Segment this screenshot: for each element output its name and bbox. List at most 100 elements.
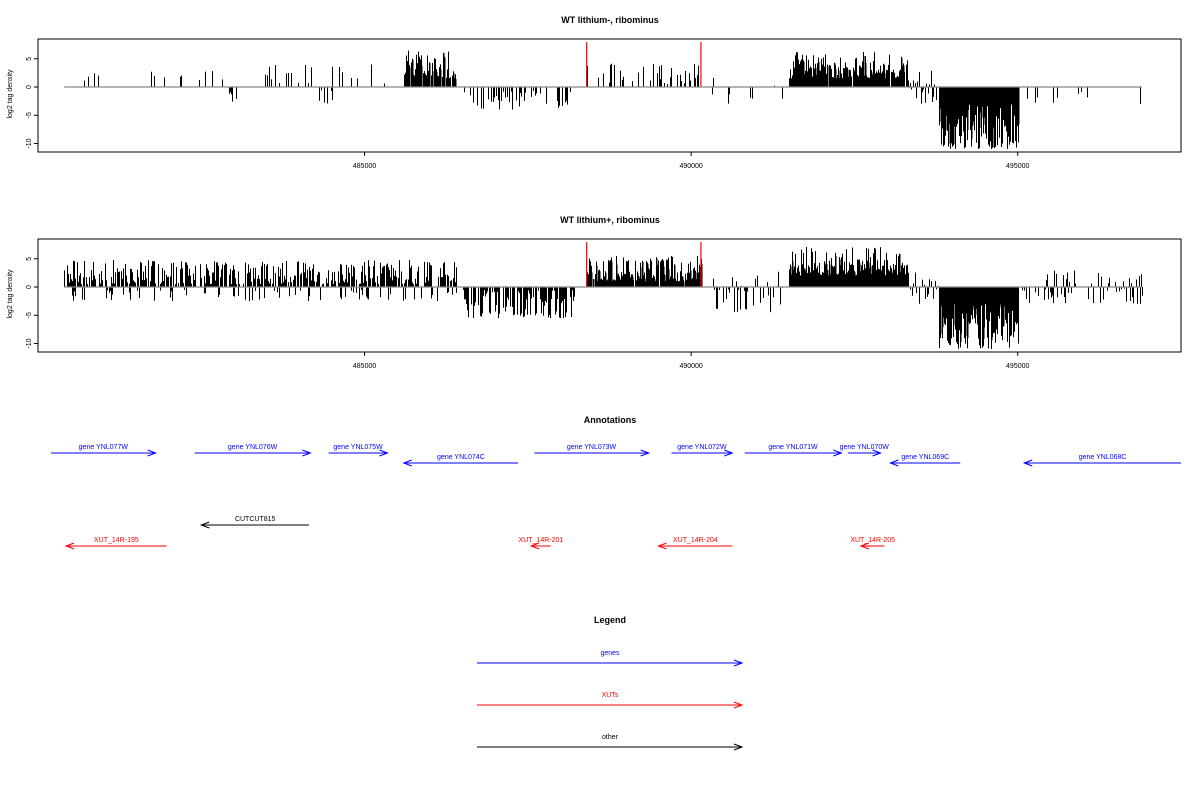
feature-label: gene YNL074C	[437, 454, 485, 461]
panel-2-xtick-1: 485000	[353, 352, 376, 370]
feature-label: XUT_14R-201	[519, 537, 564, 544]
density-panel-2: WT lithium+, ribominus log2 tag density …	[7, 215, 1182, 370]
feature-label: CUTCUT815	[235, 516, 276, 523]
feature-arrow	[671, 449, 734, 457]
panel-2-frame	[37, 238, 1182, 353]
density-panel-1: WT lithium-, ribominus log2 tag density …	[7, 15, 1182, 170]
feature-label: XUT_14R-195	[94, 537, 139, 544]
panel-2-xtick-label-2: 490000	[679, 363, 702, 370]
panel-1-axes: 5 0 -5 -10 485000 490000 495000	[26, 57, 1142, 170]
panel-1-xtick-label-1: 485000	[353, 163, 376, 170]
feature-15: XUT_14R-205	[850, 537, 895, 550]
panel-1-ytick-1: 5	[26, 57, 38, 61]
panel-2-xtick-label-1: 485000	[353, 363, 376, 370]
panel-2-ytick-label-2: 0	[26, 285, 33, 289]
feature-14: XUT_14R-204	[657, 537, 733, 550]
feature-label: XUT_14R-205	[850, 537, 895, 544]
panel-1-title: WT lithium-, ribominus	[561, 15, 659, 25]
feature-label: gene YNL068C	[1079, 454, 1127, 461]
feature-arrow	[194, 449, 312, 457]
panel-1-ytick-label-3: -5	[26, 112, 33, 118]
feature-label: gene YNL075W	[333, 444, 383, 451]
annotation-features: gene YNL077W gene YNL076W gene YNL075W gene…	[51, 444, 1181, 550]
panel-1-ytick-3: -5	[26, 112, 38, 118]
feature-arrow	[199, 521, 310, 529]
feature-arrow	[402, 459, 519, 467]
panel-2-ytick-2: 0	[26, 285, 38, 289]
panel-1-bars	[84, 42, 1141, 150]
panel-2-xtick-label-3: 495000	[1006, 363, 1029, 370]
panel-2-ytick-1: 5	[26, 257, 38, 261]
panel-2-xtick-2: 490000	[679, 352, 703, 370]
feature-label: gene YNL069C	[901, 454, 949, 461]
panel-2-ytick-label-3: -5	[26, 312, 33, 318]
feature-label: gene YNL071W	[768, 444, 818, 451]
panel-1-ytick-label-1: 5	[26, 57, 33, 61]
feature-arrow	[744, 449, 843, 457]
feature-arrow	[859, 542, 885, 550]
legend-label-other: other	[602, 734, 619, 741]
feature-12: XUT_14R-195	[64, 537, 167, 550]
feature-label: gene YNL072W	[677, 444, 727, 451]
feature-11: CUTCUT815	[199, 516, 310, 529]
panel-1-ytick-label-2: 0	[26, 85, 33, 89]
legend-item-other: other	[477, 734, 744, 751]
panel-2-ylabel: log2 tag density	[7, 269, 14, 319]
feature-3: gene YNL075W	[328, 444, 389, 457]
panel-2-ytick-3: -5	[26, 312, 38, 318]
feature-9: gene YNL069C	[888, 454, 961, 467]
feature-arrow	[534, 449, 651, 457]
panel-2-ytick-label-1: 5	[26, 257, 33, 261]
feature-2: gene YNL076W	[194, 444, 312, 457]
feature-arrow	[529, 542, 551, 550]
panel-2-axes: 5 0 -5 -10 485000 490000 495000	[26, 257, 1142, 370]
panel-2-ytick-4: -10	[26, 338, 38, 349]
legend-title: Legend	[594, 615, 626, 625]
feature-5: gene YNL073W	[534, 444, 651, 457]
panel-1-xtick-label-3: 495000	[1006, 163, 1029, 170]
annotations-section: Annotations gene YNL077W gene YNL076W gene…	[51, 415, 1181, 550]
feature-label: gene YNL077W	[79, 444, 129, 451]
feature-13: XUT_14R-201	[519, 537, 564, 550]
legend-item-genes: genes	[477, 650, 744, 667]
feature-1: gene YNL077W	[51, 444, 157, 457]
feature-label: gene YNL076W	[228, 444, 278, 451]
feature-arrow	[51, 449, 157, 457]
panel-1-ytick-4: -10	[26, 138, 38, 149]
feature-arrow	[657, 542, 733, 550]
panel-1-frame	[37, 38, 1182, 153]
legend-arrow-genes	[477, 659, 744, 667]
panel-2-bars	[64, 242, 1143, 349]
feature-4: gene YNL074C	[402, 454, 519, 467]
legend-label-xuts: XUTs	[602, 692, 619, 699]
panel-1-xtick-label-2: 490000	[679, 163, 702, 170]
legend-arrow-other	[477, 743, 744, 751]
feature-arrow	[888, 459, 961, 467]
panel-1-xtick-2: 490000	[679, 152, 703, 170]
feature-6: gene YNL072W	[671, 444, 734, 457]
panel-1-ytick-label-4: -10	[26, 138, 33, 148]
feature-arrow	[64, 542, 167, 550]
legend-item-xuts: XUTs	[477, 692, 744, 709]
panel-1-xtick-3: 495000	[1006, 152, 1029, 170]
feature-10: gene YNL068C	[1022, 454, 1181, 467]
legend-arrow-xuts	[477, 701, 744, 709]
panel-1-ytick-2: 0	[26, 85, 38, 89]
feature-arrow	[328, 449, 389, 457]
panel-1-ylabel: log2 tag density	[7, 69, 14, 119]
feature-label: gene YNL070W	[840, 444, 890, 451]
panel-1-xtick-1: 485000	[353, 152, 376, 170]
feature-7: gene YNL071W	[744, 444, 843, 457]
feature-label: gene YNL073W	[567, 444, 617, 451]
panel-2-title: WT lithium+, ribominus	[560, 215, 660, 225]
annotations-title: Annotations	[584, 415, 637, 425]
legend-label-genes: genes	[600, 650, 620, 657]
feature-8: gene YNL070W	[840, 444, 890, 457]
panel-2-xtick-3: 495000	[1006, 352, 1029, 370]
feature-label: XUT_14R-204	[673, 537, 718, 544]
legend: Legend genes XUTs other	[477, 615, 744, 751]
panel-2-ytick-label-4: -10	[26, 338, 33, 348]
feature-arrow	[847, 449, 882, 457]
feature-arrow	[1022, 459, 1181, 467]
